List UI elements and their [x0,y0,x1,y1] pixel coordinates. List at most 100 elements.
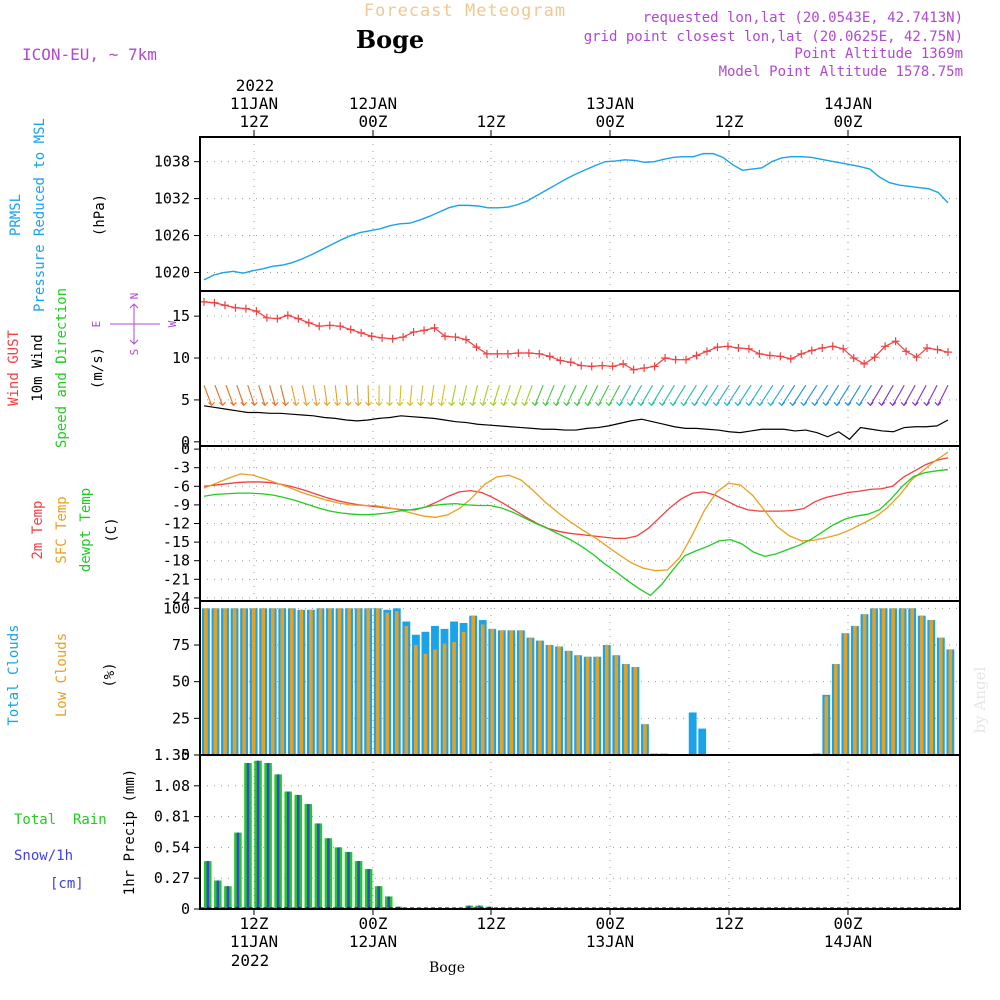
wind-arrow [334,385,339,406]
cloud-low-bar [576,655,580,755]
cloud-low-bar [270,608,275,755]
snow-bar [467,905,471,909]
wind-arrow-head [900,401,908,407]
wind-arrow [587,384,599,406]
snow-bar [337,847,340,909]
wind-arrow [225,385,234,406]
cloud-low-bar [356,608,361,755]
ytick-label: -21 [163,570,190,588]
snow-bar [307,804,310,909]
wind-arrow [503,385,511,406]
wind-arrow-head [240,401,248,407]
gust-marker [472,343,481,352]
wind-arrow [914,384,927,406]
wind-arrow [869,384,883,406]
wind-arrow [312,385,318,406]
wind-label-gust: Wind GUST [6,330,22,406]
wind-arrow [792,384,807,406]
snow-bar [296,794,300,909]
wind-arrow-head [789,401,797,407]
wind-arrow [759,384,774,406]
wind-arrow-head [406,401,414,407]
snow-bar [477,905,481,909]
cloud-low-bar [538,640,542,755]
gust-marker [220,301,229,310]
wind-arrow-head [616,401,623,407]
wind-arrow-head [605,401,613,407]
wind-arrow-head [510,401,518,407]
wind-arrow-head [658,401,666,407]
cloud-low-bar [251,608,256,755]
cloud-low-bar [624,664,628,755]
gust-marker [723,342,732,351]
wind-arrow-head [230,401,237,407]
cloud-low-bar [471,615,475,755]
wind-arrow-head [386,401,393,407]
wind-arrow [236,385,245,406]
top-tick-hour: 12Z [240,112,269,131]
wind-arrow-head [271,401,279,407]
model-altitude: Model Point Altitude 1578.75m [719,64,963,80]
cloud-unit: (%) [102,662,118,687]
gust-marker [587,362,596,371]
cloud-low-bar [461,631,466,755]
wind-arrow-head [911,401,919,407]
bottom-tick-hour: 00Z [834,914,863,933]
wind-arrow [770,384,785,406]
cloud-low-bar [299,609,304,755]
gust-marker [357,328,366,337]
ytick-label: -12 [163,515,190,533]
snow-bar [327,838,330,909]
wind-arrow [597,384,610,406]
wind-arrow-head [691,401,698,407]
wind-arrow-head [437,401,445,407]
gust-marker [828,342,837,351]
top-tick-date: 14JAN [824,94,872,113]
ytick-label: 50 [172,673,190,691]
wind-arrow-head [923,401,931,407]
station-title: Boge [356,25,424,54]
top-tick-hour: 12Z [715,112,744,131]
gust-marker [818,343,827,352]
wind-unit: (m/s) [90,347,106,389]
wind-arrow-head [303,401,310,407]
gust-marker [870,353,879,362]
snow-bar [216,880,220,909]
wind-arrow-head [500,401,508,407]
snow-bar [377,886,380,909]
wind-arrow-head [778,401,786,407]
wind-arrow-head [552,401,560,407]
compass-e: E [90,321,103,328]
temp-unit: (C) [104,517,120,542]
top-year-label: 2022 [236,76,275,95]
cloud-low-bar [261,608,265,755]
gust-marker [325,321,334,330]
gust-marker [734,343,743,352]
top-tick-hour: 12Z [477,112,506,131]
gust-marker [765,351,774,360]
ytick-label: 75 [172,636,190,654]
panel-frame [199,754,961,910]
gust-marker [682,355,691,364]
panel-frame [199,136,961,292]
gust-marker [650,362,659,371]
wind-arrow [534,385,544,406]
ytick-label: 0 [181,900,190,918]
cloud-low-bar [547,645,552,755]
wind-arrow [781,384,796,406]
wind-arrow-head [354,401,362,407]
cloud-low-bar [862,614,867,755]
gust-line [203,301,949,371]
wind-arrow-head [448,401,455,407]
gust-marker [294,314,303,323]
gust-marker [891,337,900,346]
wind-arrow-head [313,401,321,407]
ytick-label: -9 [172,496,190,514]
ytick-label: 0 [181,440,190,458]
cloud-low-bar [939,637,943,755]
wind-arrow [937,384,949,406]
wind-arrow [269,385,276,406]
bottom-tick-date: 11JAN [230,932,278,951]
wind-label-10m: 10m Wind [30,334,46,401]
